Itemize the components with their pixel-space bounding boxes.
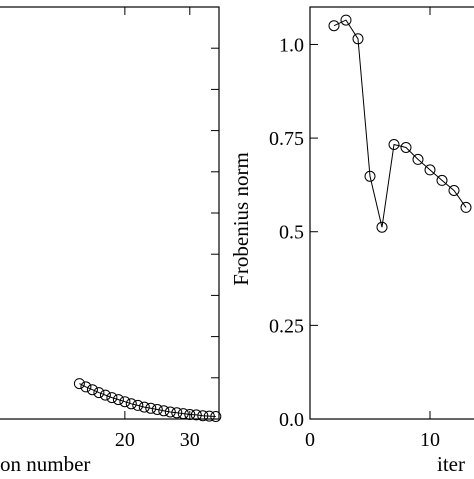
right-y-tick-label: 0.5 [279, 222, 304, 244]
left-data-point [184, 409, 196, 420]
left-data-point [210, 411, 222, 422]
left-data-point [190, 409, 202, 421]
right-x-tick-label: 0 [305, 429, 315, 451]
right-data-point [436, 174, 448, 186]
right-series-line [333, 19, 467, 228]
right-data-point [460, 201, 472, 213]
right-data-point [448, 185, 460, 196]
left-data-point [158, 405, 170, 417]
right-data-point [328, 20, 340, 32]
left-x-axis-title: on number [0, 452, 90, 474]
right-y-tick-label: 0.0 [279, 409, 304, 431]
left-x-tick-labels: 20 30 [115, 429, 200, 451]
right-y-tick-label: 1.0 [279, 34, 304, 56]
left-data-point [93, 387, 105, 399]
right-panel: 0 10 0.0 0.25 0.5 0.75 1.0 Frobenius norm ite… [229, 6, 474, 476]
left-data-point [99, 389, 111, 401]
left-data-point [86, 384, 98, 396]
left-data-point [119, 396, 131, 408]
left-data-point [197, 410, 209, 422]
right-x-tick-label: 10 [420, 429, 440, 451]
right-data-point [388, 139, 400, 150]
right-series-markers [328, 14, 472, 233]
right-data-point [424, 164, 436, 176]
right-y-tick-labels: 0.0 0.25 0.5 0.75 1.0 [269, 34, 304, 431]
left-plot-frame [0, 6, 220, 420]
left-data-point [112, 394, 124, 406]
left-data-point [125, 398, 137, 410]
left-panel: 20 30 on number [0, 6, 222, 476]
left-data-point [138, 401, 150, 413]
left-data-point [171, 407, 183, 419]
left-x-tick-label: 20 [115, 429, 135, 451]
left-series-line [79, 383, 216, 417]
left-data-point [132, 399, 144, 411]
left-data-point [106, 392, 118, 404]
right-y-tick-label: 0.75 [269, 128, 304, 150]
right-y-tick-label: 0.25 [269, 315, 304, 337]
right-data-point [376, 221, 388, 233]
right-data-point [400, 142, 412, 153]
left-series-markers [73, 378, 222, 422]
right-x-tick-labels: 0 10 [305, 429, 440, 451]
left-ticks [124, 7, 219, 419]
right-data-point [364, 170, 376, 182]
right-data-point [412, 153, 424, 165]
right-plot-frame [309, 6, 474, 420]
right-data-point [340, 14, 352, 26]
left-x-tick-label: 30 [180, 429, 200, 451]
right-data-point [352, 33, 364, 45]
left-data-point [73, 378, 85, 390]
left-data-point [177, 408, 189, 420]
left-data-point [164, 406, 176, 418]
right-y-axis-title: Frobenius norm [229, 152, 253, 286]
left-data-point [145, 402, 157, 414]
right-ticks [309, 7, 431, 420]
left-data-point [80, 381, 92, 393]
right-x-axis-title: iter [437, 452, 465, 474]
left-data-point [151, 404, 163, 415]
left-data-point [203, 410, 215, 422]
